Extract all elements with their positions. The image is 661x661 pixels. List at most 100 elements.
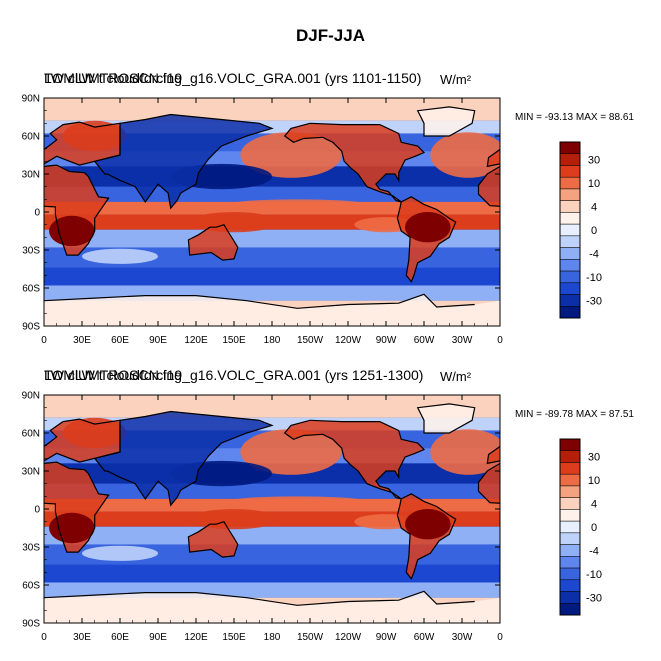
map-panel-2: TOMLW t cloudforcing LW clUMTROSCN.f19_g… — [0, 367, 661, 657]
field-anomaly — [82, 545, 158, 561]
x-tick-label: 150W — [297, 335, 324, 346]
land-field-antarctica — [44, 294, 500, 326]
colorbar-swatch — [559, 282, 581, 295]
field-anomaly — [240, 429, 342, 475]
y-tick-label: 90N — [22, 94, 40, 105]
map-field — [44, 98, 500, 326]
colorbar-swatch — [559, 485, 581, 498]
y-tick-label: 60S — [22, 284, 40, 295]
x-tick-label: 120E — [184, 632, 208, 643]
colorbar-swatch — [559, 235, 581, 248]
x-tick-label: 90E — [149, 632, 167, 643]
colorbar-label: -10 — [586, 569, 602, 581]
land-field-greenland — [417, 403, 475, 433]
colorbar-swatch — [559, 259, 581, 272]
field-anomaly — [221, 496, 374, 509]
field-band — [44, 395, 500, 418]
y-tick-label: 90S — [22, 619, 40, 630]
coastline-greenland — [416, 403, 476, 434]
field-anomaly — [82, 248, 158, 264]
colorbar-label: 30 — [588, 155, 600, 167]
x-tick-label: 30W — [452, 335, 473, 346]
colorbar-swatch — [559, 473, 581, 487]
field-anomaly — [221, 199, 374, 212]
colorbar-label: -4 — [589, 545, 599, 557]
colorbar-swatch — [559, 556, 581, 569]
coastline-samerica — [396, 196, 457, 283]
x-tick-label: 150E — [222, 632, 246, 643]
colorbar-label: 30 — [588, 452, 600, 464]
x-tick-label: 30E — [73, 335, 91, 346]
x-tick-label: 30W — [452, 632, 473, 643]
colorbar-swatch — [559, 176, 581, 190]
figure-title: DJF-JJA — [296, 26, 365, 45]
field-band — [44, 544, 500, 565]
land-field-asia — [94, 411, 272, 506]
colorbar-swatch — [559, 603, 581, 616]
x-tick-label: 90W — [376, 632, 397, 643]
y-tick-label: 30N — [22, 170, 40, 181]
map-field — [44, 395, 500, 623]
colorbar-swatch — [559, 567, 581, 581]
field-band — [44, 564, 500, 583]
x-tick-label: 90E — [149, 335, 167, 346]
panel-2-map: 0 30E 60E 90E 120E 150E 180 150W 120W 90W 60W 30W 09… — [22, 391, 504, 644]
x-tick-label: 60E — [111, 632, 129, 643]
coastline-antarctica — [44, 590, 475, 606]
x-tick-label: 90W — [376, 335, 397, 346]
map-panel-1: TOMLW t cloudforcing LW clUMTROSCN.f19_g… — [0, 70, 661, 360]
colorbar-swatch — [559, 270, 581, 284]
coastline-samerica — [396, 493, 457, 580]
field-band — [44, 267, 500, 286]
colorbar-swatch — [559, 579, 581, 592]
colorbar-swatch — [559, 544, 581, 557]
panel-1-colorbar: 30 10 4 0 -4 -10 -30 — [559, 141, 602, 319]
colorbar-frame — [559, 141, 581, 319]
land-field-europe-wrap — [44, 419, 120, 463]
coastline-asia — [93, 410, 274, 507]
x-tick-label: 180 — [264, 632, 281, 643]
colorbar-swatch — [559, 294, 581, 307]
panel-1-title-base: TOMLW t cloudforcing — [44, 70, 182, 86]
colorbar-label: 4 — [591, 499, 597, 511]
panel-2-title-overlay: LW clUMTROSCN.f19_g16.VOLC_GRA.001 (yrs … — [44, 367, 424, 383]
panel-1-title-overlay: LW clUMTROSCN.f19_g16.VOLC_GRA.001 (yrs … — [44, 70, 422, 86]
x-tick-label: 60W — [414, 335, 435, 346]
colorbar-label: -30 — [586, 295, 602, 307]
coastline-asia — [93, 113, 274, 210]
x-tick-label: 120W — [335, 632, 362, 643]
x-tick-label: 150W — [297, 632, 324, 643]
field-anomaly — [430, 132, 500, 178]
coastline-australia — [187, 223, 239, 261]
anomaly-core-samerica — [405, 509, 451, 540]
colorbar-swatch — [559, 188, 581, 201]
colorbar-swatch — [559, 165, 581, 178]
y-tick-label: 90N — [22, 391, 40, 402]
x-tick-label: 60W — [414, 632, 435, 643]
y-tick-label: 30N — [22, 467, 40, 478]
coastline-europe-wrap — [44, 121, 121, 166]
field-band — [44, 483, 500, 499]
panel-2-colorbar: 30 10 4 0 -4 -10 -30 — [559, 438, 602, 616]
colorbar-frame — [559, 438, 581, 616]
colorbar-label: -30 — [586, 592, 602, 604]
panel-1-title: TOMLW t cloudforcing LW clUMTROSCN.f19_g… — [44, 70, 421, 86]
coastline-africa-wrap — [44, 164, 110, 256]
y-tick-label: 30S — [22, 543, 40, 554]
colorbar-swatch — [559, 497, 581, 510]
y-tick-label: 60N — [22, 429, 40, 440]
x-tick-label: 0 — [41, 335, 47, 346]
field-band — [44, 98, 500, 121]
colorbar-label: 4 — [591, 202, 597, 214]
x-tick-label: 60E — [111, 335, 129, 346]
coastline-namerica — [283, 419, 426, 500]
coastline-europe-wrap — [44, 418, 121, 463]
colorbar-label: 10 — [588, 178, 600, 190]
anomaly-core-africa — [49, 512, 95, 544]
coastline-namerica — [283, 122, 426, 203]
colorbar-swatch — [559, 153, 581, 166]
land-field-namerica — [284, 123, 424, 202]
land-field-europe-wrap — [44, 122, 120, 166]
panel-1-min-max: MIN = -93.13 MAX = 88.61 — [515, 112, 634, 123]
colorbar-swatch — [559, 212, 581, 225]
